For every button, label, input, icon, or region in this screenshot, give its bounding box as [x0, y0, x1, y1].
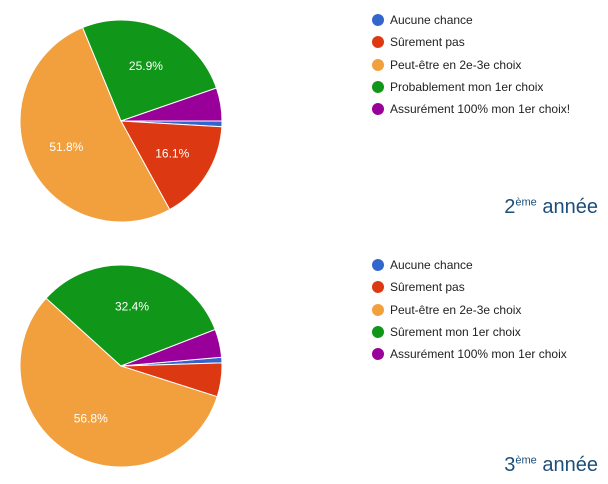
legend-swatch [372, 36, 384, 49]
pie-slice-probablement-mon-1er-choix[interactable] [81, 19, 218, 122]
legend-item-surement-pas[interactable]: Sûrement pas [372, 31, 570, 53]
legend-swatch [372, 103, 384, 116]
legend-label: Probablement mon 1er choix [390, 80, 544, 95]
legend-item-surement-mon-1er[interactable]: Sûrement mon 1er choix [372, 321, 567, 343]
legend-label: Sûrement pas [390, 35, 465, 50]
legend-label: Assurément 100% mon 1er choix [390, 347, 567, 362]
legend-item-peut-etre[interactable]: Peut-être en 2e-3e choix [372, 54, 570, 76]
slice-label-surement-pas: 16.1% [155, 146, 189, 160]
slice-label-peut-etre-en-2e-3e-choix: 56.8% [74, 412, 108, 426]
legend-item-assurement[interactable]: Assurément 100% mon 1er choix [372, 343, 567, 365]
legend-label: Sûrement pas [390, 280, 465, 295]
year-word: année [542, 196, 598, 218]
legend-item-probablement[interactable]: Probablement mon 1er choix [372, 76, 570, 98]
chart-panel-3eme-annee: 56.8% 32.4% Aucune chance Sûrement pas Pe… [0, 242, 608, 484]
legend-label: Aucune chance [390, 258, 473, 273]
legend-item-peut-etre[interactable]: Peut-être en 2e-3e choix [372, 299, 567, 321]
legend-swatch [372, 259, 384, 272]
legend-label: Peut-être en 2e-3e choix [390, 57, 522, 72]
year-superscript: ème [515, 196, 537, 209]
legend-swatch [372, 58, 384, 71]
pie-slice-surement-mon-1er-choix[interactable] [45, 264, 216, 367]
slice-label-probablement-mon-1er-choix: 25.9% [129, 59, 163, 73]
pie-slice-surement-pas[interactable] [120, 120, 223, 211]
year-number: 3 [504, 454, 516, 476]
pie-chart-3eme-annee: 56.8% 32.4% [19, 264, 223, 468]
year-word: année [542, 454, 598, 476]
pie-slice-peut-etre-en-2e-3e-choix[interactable] [19, 297, 218, 468]
legend-swatch [372, 81, 384, 94]
year-caption-2eme: 2ème année [504, 196, 598, 219]
legend-swatch [372, 281, 384, 294]
legend-2eme-annee: Aucune chance Sûrement pas Peut-être en … [372, 9, 570, 120]
slice-label-peut-etre-en-2e-3e-choix: 51.8% [49, 140, 83, 154]
legend-item-assurement[interactable]: Assurément 100% mon 1er choix! [372, 98, 570, 120]
legend-swatch [372, 14, 384, 27]
slice-label-surement-mon-1er-choix: 32.4% [115, 299, 149, 313]
legend-label: Assurément 100% mon 1er choix! [390, 102, 571, 117]
pie-slice-assurement-100-mon-1er-choix[interactable] [120, 328, 223, 367]
legend-3eme-annee: Aucune chance Sûrement pas Peut-être en … [372, 254, 567, 365]
year-caption-3eme: 3ème année [504, 454, 598, 477]
legend-swatch [372, 326, 384, 339]
year-superscript: ème [515, 454, 537, 467]
legend-swatch [372, 348, 384, 361]
legend-item-aucune-chance[interactable]: Aucune chance [372, 254, 567, 276]
year-number: 2 [504, 196, 516, 218]
legend-label: Aucune chance [390, 13, 473, 28]
legend-item-surement-pas[interactable]: Sûrement pas [372, 276, 567, 298]
legend-label: Sûrement mon 1er choix [390, 325, 521, 340]
legend-item-aucune-chance[interactable]: Aucune chance [372, 9, 570, 31]
legend-label: Peut-être en 2e-3e choix [390, 302, 522, 317]
pie-slice-assurement-100-mon-1er-choix[interactable] [120, 87, 223, 122]
pie-chart-2eme-annee: 16.1% 51.8% 25.9% [19, 19, 223, 223]
legend-swatch [372, 303, 384, 316]
pie-slice-peut-etre-en-2e-3e-choix[interactable] [19, 26, 171, 223]
chart-panel-2eme-annee: 16.1% 51.8% 25.9% Aucune chance Sûrement p… [19, 9, 598, 223]
